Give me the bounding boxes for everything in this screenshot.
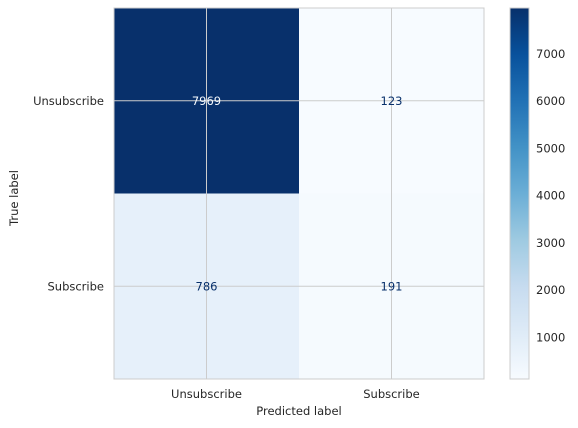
colorbar-tick-labels: 1000 2000 3000 4000 5000 6000 7000: [536, 47, 565, 345]
colorbar-tick-label: 4000: [536, 189, 565, 203]
plot-frame: [113, 7, 485, 380]
y-tick-labels: Unsubscribe Subscribe: [33, 94, 104, 294]
x-axis-label: Predicted label: [256, 404, 341, 418]
y-tick-label: Unsubscribe: [33, 94, 104, 108]
heatmap-cells: [114, 8, 485, 380]
cell-value-label: 191: [381, 279, 403, 293]
colorbar-tick-label: 3000: [536, 236, 565, 250]
cell-value-label: 123: [381, 94, 403, 108]
y-axis-label: True label: [7, 170, 21, 227]
x-tick-label: Unsubscribe: [171, 387, 242, 401]
cell-annotations: 7969 123 786 191: [192, 94, 403, 294]
x-tick-label: Subscribe: [363, 387, 420, 401]
colorbar-tick-label: 2000: [536, 283, 565, 297]
grid-lines: [114, 8, 484, 379]
x-tick-labels: Unsubscribe Subscribe: [171, 387, 420, 401]
cell-value-label: 786: [196, 279, 218, 293]
colorbar-tick-label: 6000: [536, 94, 565, 108]
y-tick-label: Subscribe: [47, 279, 104, 293]
colorbar: [509, 7, 530, 380]
colorbar-tick-label: 7000: [536, 47, 565, 61]
colorbar-tick-label: 1000: [536, 331, 565, 345]
cell-value-label: 7969: [192, 94, 221, 108]
colorbar-tick-label: 5000: [536, 141, 565, 155]
